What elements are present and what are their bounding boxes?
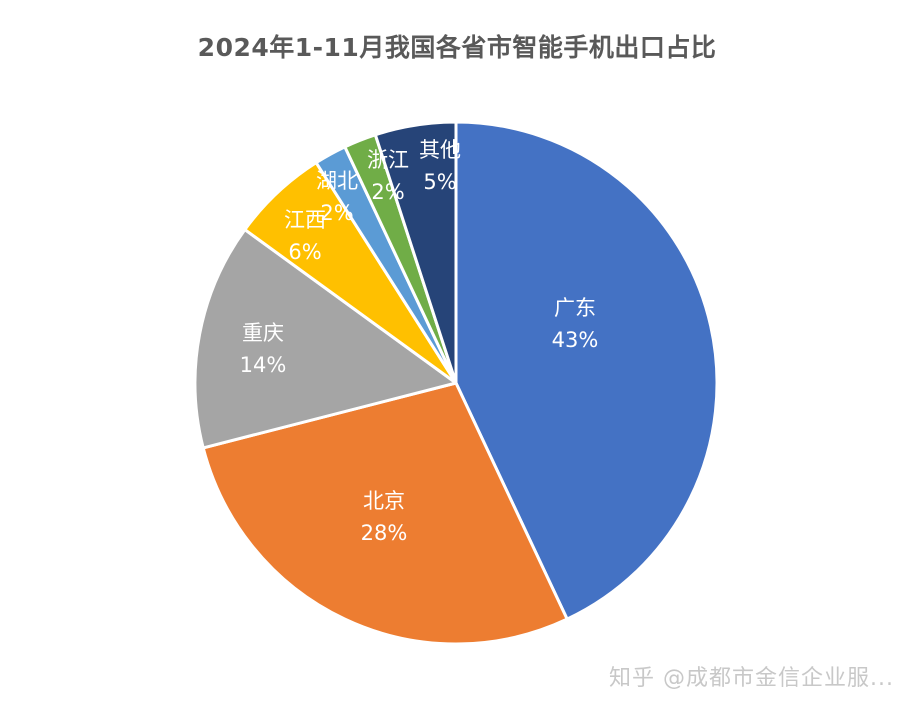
slice-label: 浙江 2%	[367, 144, 409, 208]
slice-label-name: 广东	[554, 296, 596, 320]
slice-label-name: 湖北	[316, 169, 358, 193]
slice-label-percent: 43%	[551, 328, 599, 352]
slice-label-name: 北京	[363, 489, 405, 513]
slice-label-percent: 6%	[288, 240, 322, 264]
pie-slice-1	[201, 381, 569, 646]
slice-label-name: 浙江	[367, 148, 409, 172]
pie-slice-6	[373, 120, 458, 385]
pie-slice-2	[193, 228, 458, 450]
slice-label: 重庆 14%	[240, 317, 287, 381]
slice-label: 江西 6%	[284, 204, 326, 268]
slice-label: 湖北 2%	[316, 165, 358, 229]
slice-label: 其他 5%	[419, 134, 461, 198]
slice-label-percent: 28%	[360, 521, 408, 545]
slice-label-percent: 14%	[239, 353, 287, 377]
slice-label-percent: 5%	[423, 170, 457, 194]
slice-label: 广东 43%	[552, 292, 599, 356]
pie-slice-0	[454, 120, 719, 621]
slice-label-percent: 2%	[320, 201, 354, 225]
watermark: 知乎 @成都市金信企业服...	[609, 666, 894, 691]
slice-label-name: 重庆	[242, 321, 284, 345]
chart-title: 2024年1-11月我国各省市智能手机出口占比	[197, 33, 717, 62]
slice-label-percent: 2%	[371, 180, 405, 204]
slice-label-name: 江西	[284, 208, 326, 232]
slice-label: 北京 28%	[361, 485, 408, 549]
slice-label-name: 其他	[419, 138, 461, 162]
